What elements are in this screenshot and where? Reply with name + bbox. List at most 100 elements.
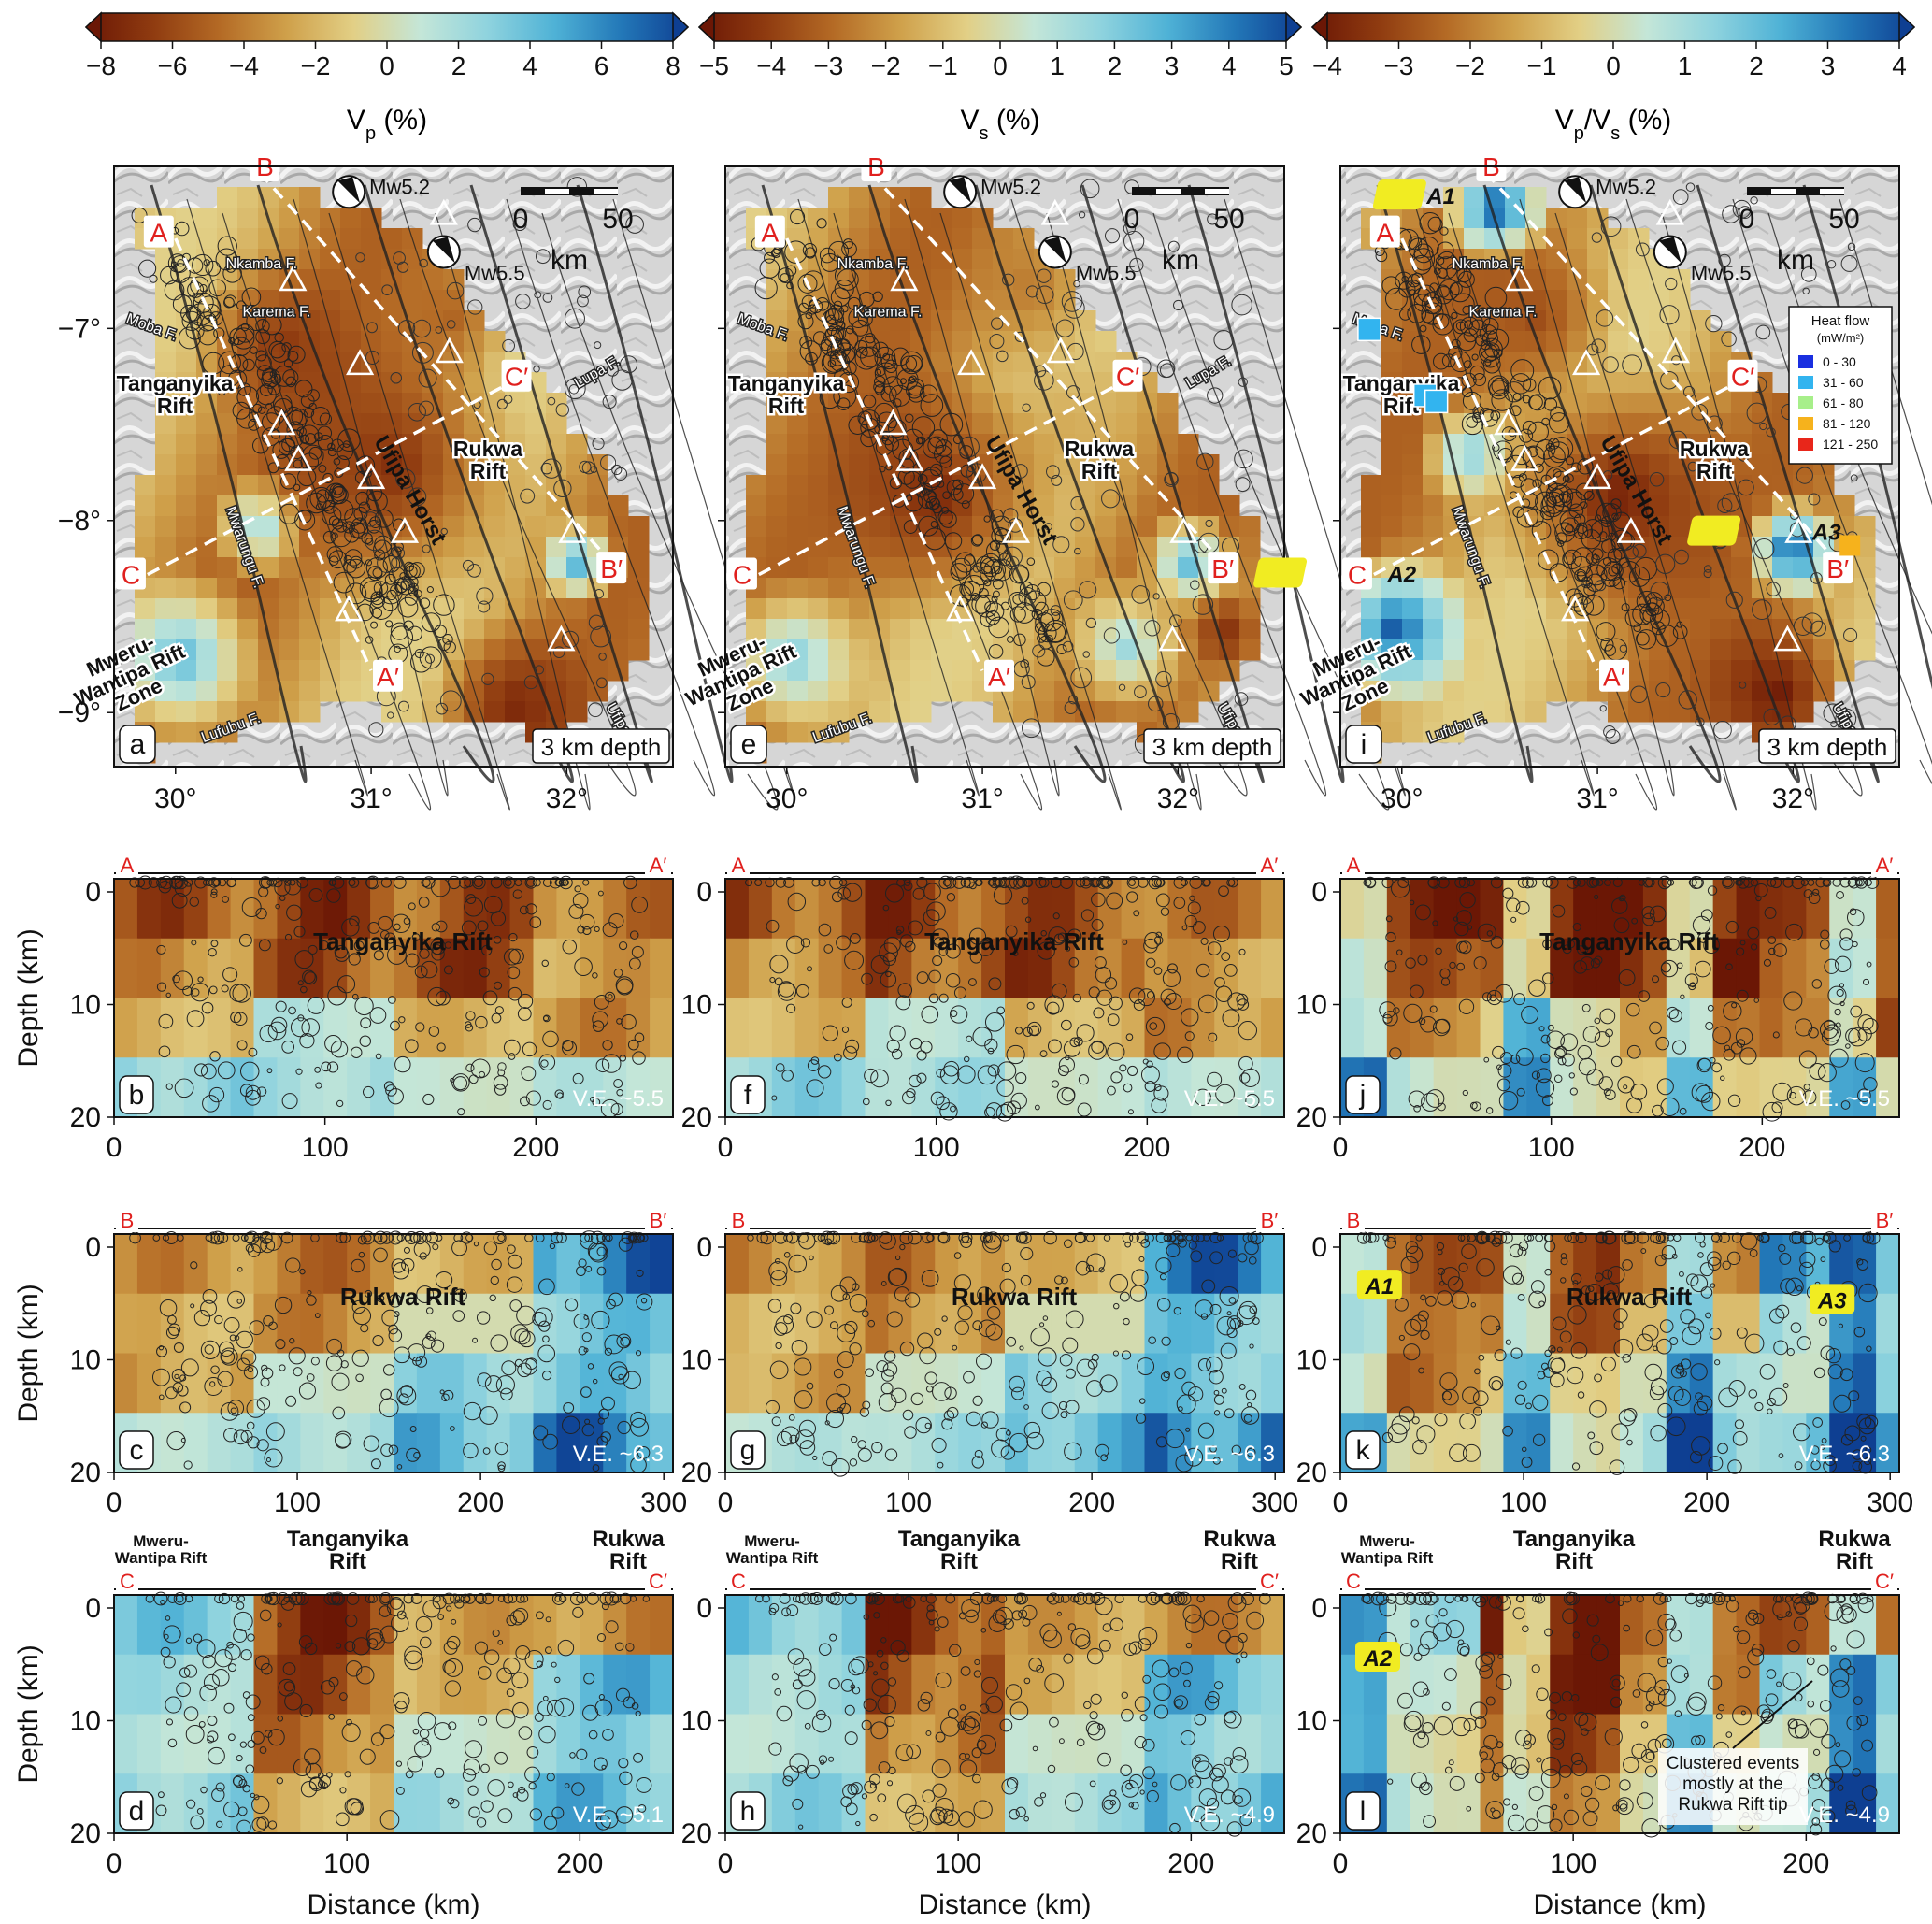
velocity-cell xyxy=(1363,998,1388,1058)
subscript: s xyxy=(980,123,989,144)
tomography-cell xyxy=(176,701,197,723)
tomography-cell xyxy=(1443,619,1465,640)
tomography-cell xyxy=(1034,557,1055,579)
velocity-cell xyxy=(1074,1413,1099,1473)
tomography-cell xyxy=(176,619,197,640)
velocity-cell xyxy=(888,1353,912,1414)
earthquake-circle xyxy=(382,595,399,611)
velocity-cell xyxy=(347,1057,371,1118)
velocity-cell xyxy=(1167,1293,1192,1355)
velocity-cell xyxy=(725,1234,750,1295)
tomography-cell xyxy=(1239,619,1261,640)
anomaly-label-bg xyxy=(1687,515,1741,546)
tomography-cell xyxy=(237,310,259,332)
tomography-cell xyxy=(176,208,197,229)
velocity-cell xyxy=(1340,938,1365,999)
tomography-cell xyxy=(1464,187,1485,208)
tomography-cell xyxy=(993,413,1014,435)
tomography-cell xyxy=(1567,331,1588,352)
velocity-cell xyxy=(1144,1293,1169,1355)
tomography-cell xyxy=(828,660,850,682)
velocity-cell xyxy=(725,1293,750,1355)
tomography-cell xyxy=(1587,413,1609,435)
magnitude-label: Mw5.2 xyxy=(1596,175,1656,198)
tomography-cell xyxy=(340,331,362,352)
tomography-cell xyxy=(1178,681,1199,702)
earthquake-circle xyxy=(439,690,462,712)
tomography-cell xyxy=(176,557,197,579)
heatflow-swatch xyxy=(1798,417,1813,430)
text-line: Rukwa xyxy=(1065,437,1134,461)
tomography-cell xyxy=(155,475,177,496)
tomography-cell xyxy=(849,208,870,229)
tomography-cell xyxy=(402,434,423,455)
tomography-cell xyxy=(1116,660,1138,682)
earthquake-circle xyxy=(286,421,305,439)
tomography-cell xyxy=(869,495,891,517)
tomography-cell xyxy=(402,290,423,311)
seismic-station-triangle xyxy=(558,516,587,543)
tomography-cell xyxy=(808,557,829,579)
tomography-cell xyxy=(1525,701,1547,723)
earthquake-circle xyxy=(370,593,385,609)
tomography-cell xyxy=(525,495,547,517)
tomography-cell xyxy=(566,475,588,496)
tomography-cell xyxy=(237,639,259,661)
tomography-cell xyxy=(340,537,362,558)
subscript: p xyxy=(1574,123,1584,144)
tomography-cell xyxy=(340,619,362,640)
tomography-cell xyxy=(381,393,403,414)
velocity-cell xyxy=(1238,879,1262,940)
earthquake-circle xyxy=(272,440,291,459)
vertical-exaggeration-label: V.E. ~6.3 xyxy=(573,1442,664,1467)
earthquake-circle xyxy=(533,366,540,373)
tomography-cell xyxy=(1690,578,1711,599)
earthquake-circle xyxy=(376,591,383,599)
velocity-cell xyxy=(1759,998,1784,1058)
earthquake-circle xyxy=(149,274,158,283)
earthquake-circle xyxy=(230,336,240,346)
tomography-cell xyxy=(931,331,952,352)
velocity-cell xyxy=(1191,1293,1215,1355)
velocity-cell xyxy=(725,879,750,940)
tomography-cell xyxy=(1546,269,1567,291)
tomography-cell xyxy=(176,352,197,373)
velocity-cell xyxy=(114,1293,138,1355)
earthquake-circle xyxy=(390,625,414,650)
tomography-cell xyxy=(217,619,238,640)
tomography-cell xyxy=(237,249,259,270)
colorbar-tick-label: −3 xyxy=(813,51,843,80)
tomography-cell xyxy=(422,352,444,373)
tomography-cell xyxy=(849,660,870,682)
tomography-cell xyxy=(1013,537,1035,558)
velocity-cell xyxy=(1573,998,1597,1058)
tomography-cell xyxy=(1423,495,1444,517)
velocity-cell xyxy=(841,1413,866,1473)
tomography-cell xyxy=(1484,495,1506,517)
velocity-cell xyxy=(370,1057,394,1118)
tomography-cell xyxy=(1198,681,1220,702)
panel-letter: c xyxy=(130,1435,144,1466)
tomography-cell xyxy=(196,208,218,229)
tomography-cell xyxy=(258,475,279,496)
fault-name-label: Nkamba F. xyxy=(1453,256,1524,272)
earthquake-circle xyxy=(316,489,330,503)
earthquake-circle xyxy=(285,376,297,388)
tomography-cell xyxy=(361,598,382,620)
velocity-cell xyxy=(794,998,820,1058)
tomography-cell xyxy=(1649,701,1670,723)
tomography-cell xyxy=(258,454,279,476)
tomography-cell xyxy=(1628,701,1650,723)
tomography-cell xyxy=(1772,660,1794,682)
tomography-cell xyxy=(1054,269,1076,291)
tomography-cell xyxy=(237,434,259,455)
tomography-cell xyxy=(1381,701,1403,723)
tomography-cell xyxy=(320,228,341,250)
heatflow-swatch xyxy=(1798,396,1813,409)
map-x-tick-label: 32° xyxy=(546,783,588,814)
tomography-cell xyxy=(910,681,932,702)
velocity-cell xyxy=(1167,1353,1192,1414)
tomography-cell xyxy=(443,475,465,496)
anomaly-label: A2 xyxy=(1386,563,1416,588)
